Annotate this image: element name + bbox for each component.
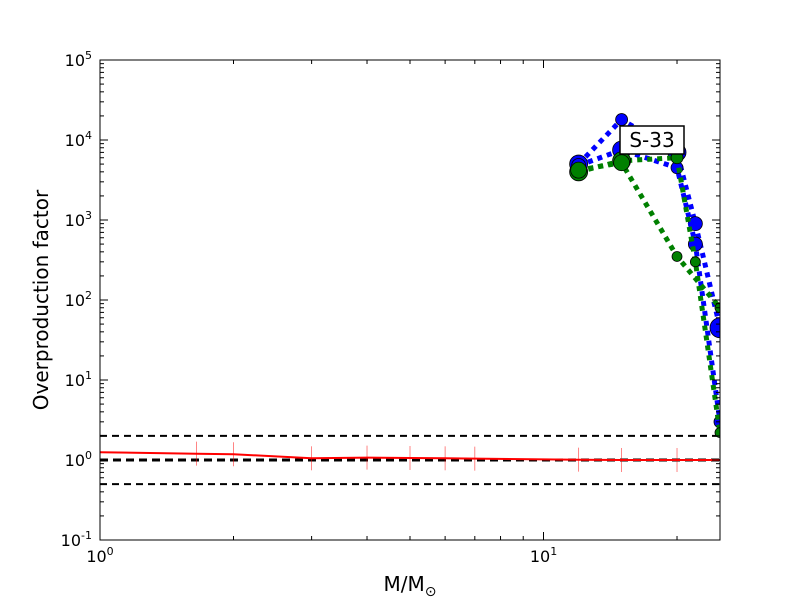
y-tick-label: 10-1 xyxy=(61,529,92,550)
series-line xyxy=(576,116,720,329)
x-tick-label: 100 xyxy=(86,545,113,566)
data-point xyxy=(671,251,683,262)
x-axis-label: M/M⊙ xyxy=(384,572,437,600)
x-tick-label: 101 xyxy=(530,545,557,566)
y-tick-label: 100 xyxy=(65,449,92,470)
series-line xyxy=(100,451,720,461)
y-axis-label: Overproduction factor xyxy=(29,189,53,410)
annotation-box xyxy=(619,125,685,155)
series-line xyxy=(577,147,720,423)
data-point xyxy=(613,154,631,172)
y-tick-label: 101 xyxy=(65,369,92,390)
y-tick-label: 103 xyxy=(65,209,92,230)
y-tick-label: 104 xyxy=(65,129,92,150)
x-axis-label-subscript: ⊙ xyxy=(425,584,437,600)
annotation-label: S-33 xyxy=(629,128,674,152)
data-point xyxy=(689,256,701,268)
series-line xyxy=(578,159,720,310)
y-tick-label: 105 xyxy=(65,49,92,70)
series-line xyxy=(577,155,720,433)
data-point xyxy=(615,113,629,126)
y-tick-label: 102 xyxy=(65,289,92,310)
data-point xyxy=(714,427,720,439)
data-point xyxy=(570,161,588,179)
data-point xyxy=(709,317,720,339)
